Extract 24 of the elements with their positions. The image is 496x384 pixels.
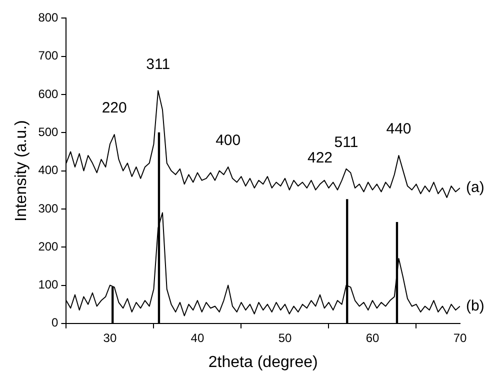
x-tick-label: 50	[278, 330, 292, 345]
x-tick-label: 40	[190, 330, 204, 345]
annotation: 422	[307, 149, 333, 166]
x-tick-label: 30	[103, 330, 117, 345]
x-tick-label: 60	[366, 330, 380, 345]
y-tick-label: 800	[38, 10, 59, 25]
y-tick-label: 300	[38, 201, 59, 216]
annotation: 511	[334, 134, 358, 152]
series-label: (a)	[466, 179, 484, 196]
y-tick-label: 0	[52, 316, 59, 330]
y-tick-label: 400	[38, 163, 59, 178]
y-axis-title: Intensity (a.u.)	[13, 120, 30, 222]
series-label: (b)	[466, 297, 484, 314]
y-tick-label: 100	[38, 278, 59, 292]
y-tick-label: 600	[38, 86, 59, 101]
annotation: 311	[146, 56, 170, 73]
annotation: 400	[216, 132, 241, 150]
annotation: 220	[102, 100, 127, 117]
y-tick-label: 200	[38, 239, 59, 254]
annotation: 440	[386, 120, 412, 138]
x-axis-title: 2theta (degree)	[208, 354, 318, 371]
x-tick-label: 70	[453, 330, 467, 345]
y-tick-label: 500	[38, 124, 59, 139]
y-tick-label: 700	[38, 48, 59, 63]
